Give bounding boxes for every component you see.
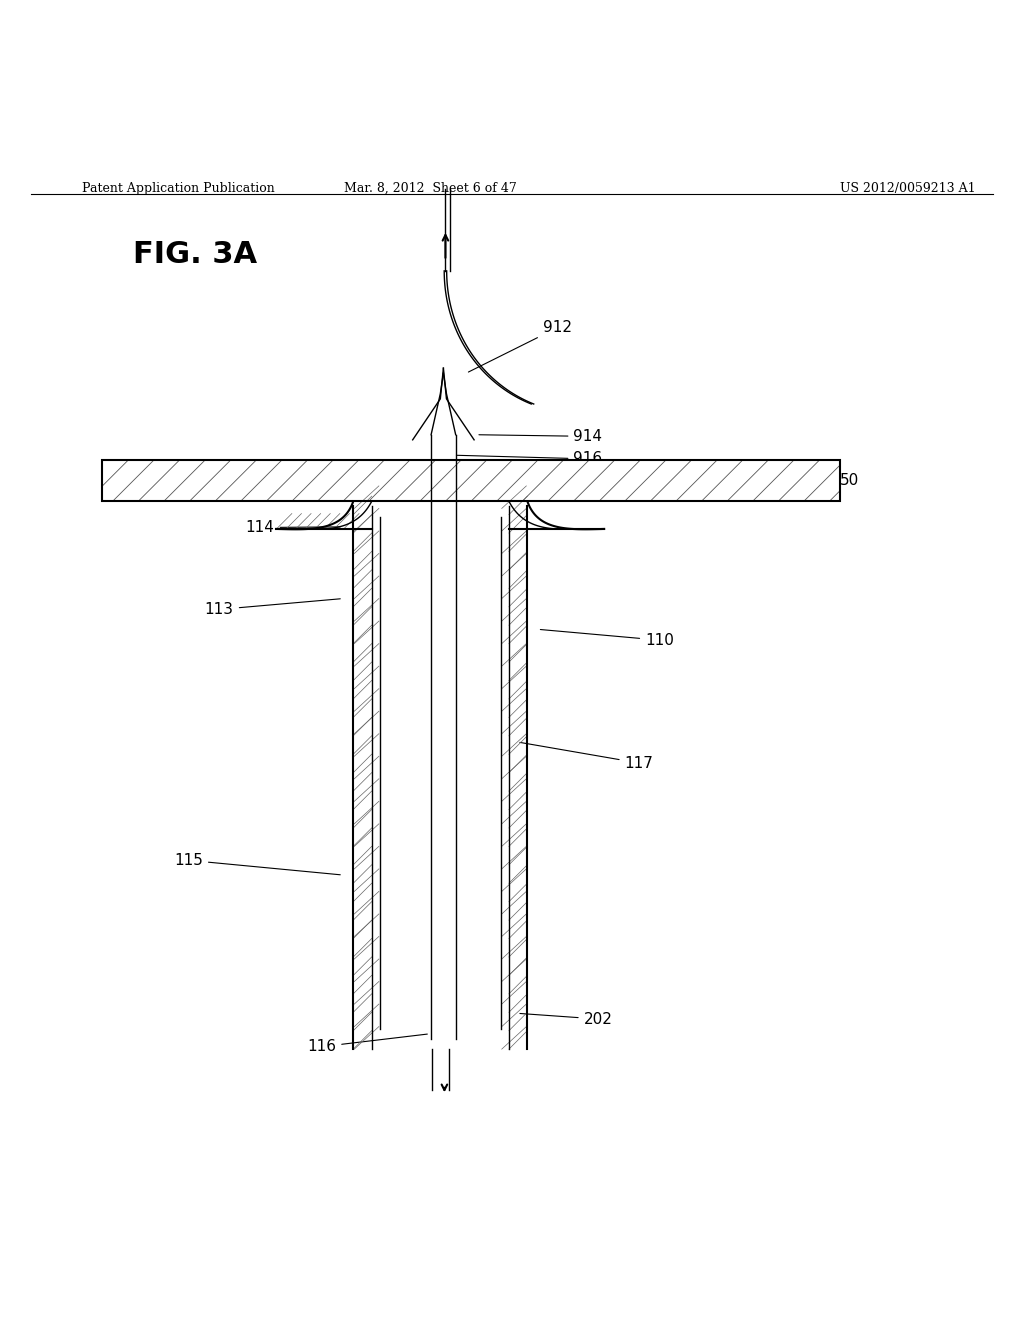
Text: 114: 114 — [246, 520, 340, 535]
Text: Mar. 8, 2012  Sheet 6 of 47: Mar. 8, 2012 Sheet 6 of 47 — [344, 182, 516, 195]
Text: US 2012/0059213 A1: US 2012/0059213 A1 — [840, 182, 975, 195]
Text: 124: 124 — [484, 471, 623, 487]
Text: FIG. 3A: FIG. 3A — [133, 240, 257, 269]
Text: 912: 912 — [468, 321, 571, 372]
Text: 916: 916 — [457, 451, 602, 466]
Text: 110: 110 — [541, 630, 674, 648]
Text: 113: 113 — [205, 599, 340, 616]
Text: 202: 202 — [520, 1011, 612, 1027]
Text: Patent Application Publication: Patent Application Publication — [82, 182, 274, 195]
Bar — [102, 461, 840, 502]
Text: 914: 914 — [479, 429, 602, 444]
Text: 50: 50 — [840, 474, 859, 488]
Text: 117: 117 — [520, 742, 653, 771]
Text: 116: 116 — [307, 1034, 427, 1055]
Text: 115: 115 — [174, 853, 340, 875]
Bar — [102, 461, 840, 502]
